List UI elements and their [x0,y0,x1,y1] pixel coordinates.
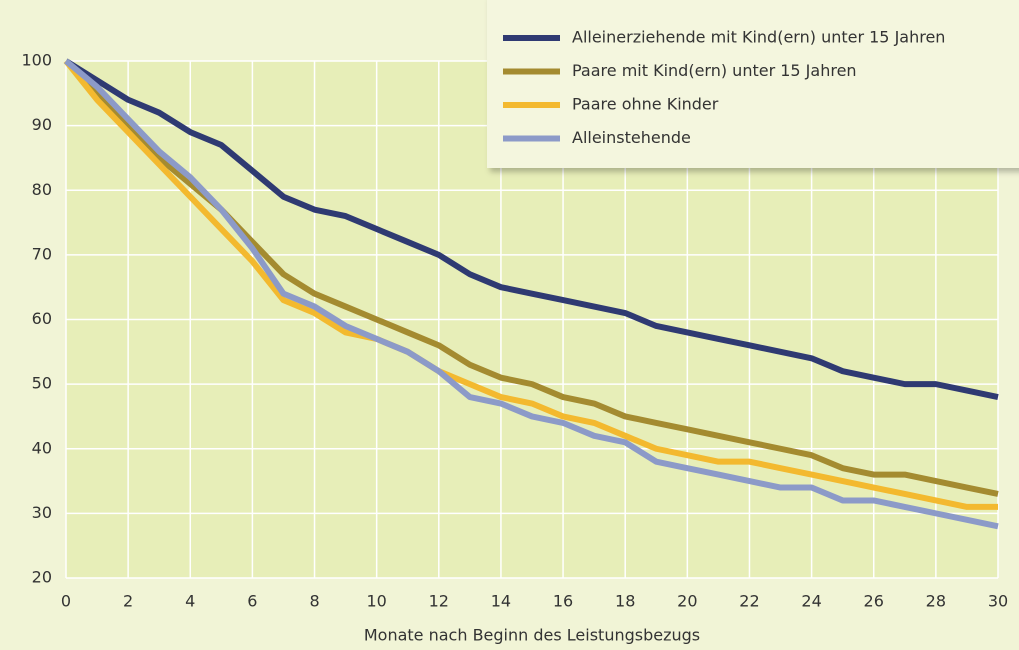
x-tick-label: 14 [491,592,511,611]
legend-label: Paare mit Kind(ern) unter 15 Jahren [572,61,857,80]
x-tick-label: 20 [677,592,697,611]
y-tick-label: 100 [21,51,52,70]
x-tick-label: 0 [61,592,71,611]
y-tick-label: 80 [32,180,52,199]
y-tick-label: 60 [32,309,52,328]
series-line [64,58,999,400]
x-tick-label: 24 [801,592,821,611]
x-tick-label: 2 [123,592,133,611]
y-tick-label: 30 [32,503,52,522]
y-tick-label: 50 [32,374,52,393]
series-line [63,59,998,510]
legend-label: Alleinstehende [572,128,691,147]
x-tick-label: 26 [864,592,884,611]
x-tick-label: 18 [615,592,635,611]
legend-label: Paare ohne Kinder [572,95,719,114]
x-tick-label: 16 [553,592,573,611]
legend: Alleinerziehende mit Kind(ern) unter 15 … [487,0,1019,168]
x-tick-label: 28 [926,592,946,611]
legend-label: Alleinerziehende mit Kind(ern) unter 15 … [572,28,945,47]
x-tick-label: 22 [739,592,759,611]
x-tick-label: 4 [185,592,195,611]
x-axis-label: Monate nach Beginn des Leistungsbezugs [364,626,700,645]
x-tick-label: 12 [429,592,449,611]
x-tick-label: 8 [309,592,319,611]
y-tick-label: 70 [32,244,52,263]
y-tick-label: 20 [32,568,52,587]
series-line [64,58,999,530]
y-tick-label: 90 [32,115,52,134]
x-tick-label: 30 [988,592,1008,611]
x-tick-label: 6 [247,592,257,611]
y-tick-label: 40 [32,438,52,457]
legend-box [487,0,1019,168]
x-tick-label: 10 [366,592,386,611]
